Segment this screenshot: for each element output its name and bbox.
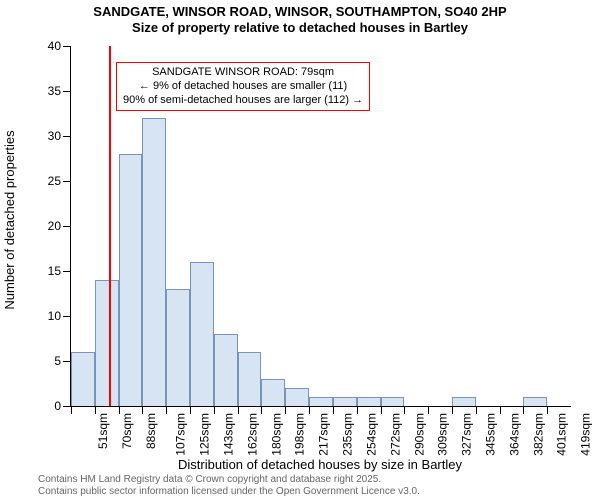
y-tick-label: 0 [35, 399, 61, 413]
y-tick [63, 46, 71, 47]
histogram-bar [309, 397, 333, 406]
x-tick-label: 290sqm [412, 413, 426, 456]
x-tick [357, 406, 358, 414]
y-tick [63, 181, 71, 182]
y-tick-label: 35 [35, 84, 61, 98]
x-tick-label: 88sqm [144, 413, 158, 449]
footnote-line1: Contains HM Land Registry data © Crown c… [38, 474, 381, 485]
histogram-bar [142, 118, 166, 406]
y-tick-label: 15 [35, 264, 61, 278]
x-tick [381, 406, 382, 414]
x-tick [238, 406, 239, 414]
footnote: Contains HM Land Registry data © Crown c… [38, 474, 590, 498]
x-tick-label: 180sqm [269, 413, 283, 456]
reference-line [109, 46, 111, 406]
y-tick [63, 316, 71, 317]
x-tick-label: 51sqm [96, 413, 110, 449]
x-tick-label: 143sqm [222, 413, 236, 456]
x-tick-label: 254sqm [365, 413, 379, 456]
histogram-bar [261, 379, 285, 406]
x-axis-label: Distribution of detached houses by size … [70, 457, 570, 472]
x-tick-label: 364sqm [507, 413, 521, 456]
x-tick-label: 107sqm [174, 413, 188, 456]
x-tick [523, 406, 524, 414]
annotation-line: SANDGATE WINSOR ROAD: 79sqm [123, 66, 363, 80]
x-tick [500, 406, 501, 414]
x-tick [333, 406, 334, 414]
histogram-bar [71, 352, 95, 406]
histogram-bar [381, 397, 405, 406]
x-tick [261, 406, 262, 414]
x-tick [71, 406, 72, 414]
plot-area: 051015202530354051sqm70sqm88sqm107sqm125… [70, 46, 571, 407]
y-tick-label: 10 [35, 309, 61, 323]
x-tick [476, 406, 477, 414]
y-tick-label: 5 [35, 354, 61, 368]
annotation-box: SANDGATE WINSOR ROAD: 79sqm← 9% of detac… [116, 62, 370, 111]
chart-title: SANDGATE, WINSOR ROAD, WINSOR, SOUTHAMPT… [0, 4, 600, 37]
y-tick-label: 40 [35, 39, 61, 53]
y-tick [63, 136, 71, 137]
histogram-bar [452, 397, 476, 406]
x-tick-label: 125sqm [198, 413, 212, 456]
x-tick [547, 406, 548, 414]
x-tick-label: 309sqm [436, 413, 450, 456]
annotation-line: ← 9% of detached houses are smaller (11) [123, 80, 363, 94]
x-tick [166, 406, 167, 414]
x-tick [214, 406, 215, 414]
histogram-bar [285, 388, 309, 406]
x-tick-label: 345sqm [484, 413, 498, 456]
x-tick-label: 162sqm [246, 413, 260, 456]
x-tick [428, 406, 429, 414]
histogram-bar [119, 154, 143, 406]
x-tick [404, 406, 405, 414]
x-tick [119, 406, 120, 414]
x-tick [309, 406, 310, 414]
histogram-bar [95, 280, 119, 406]
y-tick [63, 406, 71, 407]
x-tick-label: 198sqm [293, 413, 307, 456]
y-axis-label: Number of detached properties [2, 10, 18, 430]
x-tick-label: 217sqm [317, 413, 331, 456]
title-line1: SANDGATE, WINSOR ROAD, WINSOR, SOUTHAMPT… [93, 4, 506, 19]
x-tick [285, 406, 286, 414]
x-tick-label: 382sqm [531, 413, 545, 456]
x-tick-label: 401sqm [555, 413, 569, 456]
y-tick [63, 91, 71, 92]
x-tick [95, 406, 96, 414]
y-tick-label: 25 [35, 174, 61, 188]
y-tick [63, 226, 71, 227]
x-tick-label: 70sqm [120, 413, 134, 449]
title-line2: Size of property relative to detached ho… [132, 20, 468, 35]
y-tick [63, 271, 71, 272]
y-tick-label: 20 [35, 219, 61, 233]
x-tick [452, 406, 453, 414]
y-tick-label: 30 [35, 129, 61, 143]
x-tick-label: 235sqm [341, 413, 355, 456]
histogram-bar [357, 397, 381, 406]
figure-root: SANDGATE, WINSOR ROAD, WINSOR, SOUTHAMPT… [0, 0, 600, 500]
x-tick [190, 406, 191, 414]
x-tick-label: 419sqm [579, 413, 593, 456]
annotation-line: 90% of semi-detached houses are larger (… [123, 94, 363, 108]
x-tick-label: 327sqm [460, 413, 474, 456]
histogram-bar [166, 289, 190, 406]
histogram-bar [190, 262, 214, 406]
histogram-bar [333, 397, 357, 406]
footnote-line2: Contains public sector information licen… [38, 486, 420, 497]
x-tick [142, 406, 143, 414]
histogram-bar [214, 334, 238, 406]
histogram-bar [523, 397, 547, 406]
x-tick-label: 272sqm [388, 413, 402, 456]
y-tick [63, 361, 71, 362]
histogram-bar [238, 352, 262, 406]
